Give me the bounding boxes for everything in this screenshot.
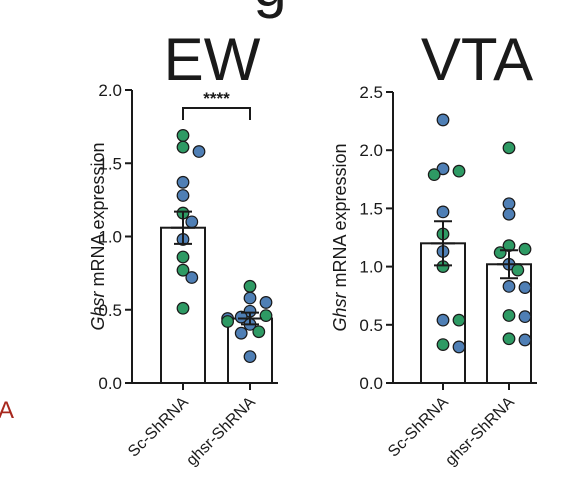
ew-y-label-gene: Ghsr: [88, 291, 108, 331]
ew-significance-bracket: [182, 107, 251, 120]
ew-data-point: [176, 175, 190, 189]
vta-y-tick-label: 0.5: [359, 316, 383, 335]
ew-data-point: [185, 271, 199, 284]
ew-data-point: [176, 250, 190, 264]
vta-y-label-gene: Ghsr: [330, 292, 350, 332]
ew-data-point: [176, 189, 190, 202]
ew-y-tick-label: 0.0: [98, 374, 122, 393]
ew-title: EW: [164, 26, 261, 93]
vta-data-point: [518, 281, 532, 294]
ew-significance-label: ****: [203, 89, 230, 108]
vta-y-tick-label: 0.0: [359, 374, 383, 393]
left-cropped-label: A: [0, 397, 14, 424]
vta-data-point: [502, 207, 516, 221]
vta-data-point: [502, 279, 516, 293]
vta-y-tick-label: 1.0: [359, 258, 383, 277]
vta-y-tick-label: 2.0: [359, 141, 383, 160]
vta-category-label-ghsr-shrna: ghsr-ShRNA: [442, 394, 518, 470]
ew-y-tick-label: 1.0: [98, 228, 122, 247]
ew-data-point: [243, 350, 257, 364]
vta-y-label-text: mRNA expression: [330, 143, 350, 292]
ew-category-label-sc-shrna: Sc-ShRNA: [125, 394, 192, 461]
ew-data-point: [234, 310, 248, 324]
vta-data-point: [502, 141, 516, 155]
vta-y-tick-label: 1.5: [359, 199, 383, 218]
vta-data-point: [518, 333, 532, 347]
ew-y-tick-label: 0.5: [98, 301, 122, 320]
ew-data-point: [185, 215, 199, 229]
ew-data-point: [176, 129, 190, 142]
vta-category-label-sc-shrna: Sc-ShRNA: [385, 394, 452, 461]
ew-y-tick-label: 2.0: [98, 81, 122, 100]
vta-data-point: [452, 313, 466, 327]
vta-data-point: [436, 162, 450, 176]
ew-data-point: [243, 291, 257, 305]
vta-data-point: [518, 242, 532, 256]
ew-data-point: [176, 140, 190, 154]
vta-y-axis-label: Ghsr mRNA expression: [330, 143, 350, 331]
ew-data-point: [234, 326, 248, 340]
top-cropped-text: g: [253, 0, 286, 19]
vta-data-point: [427, 168, 441, 182]
ew-data-point: [192, 145, 206, 158]
ew-data-point: [259, 296, 273, 309]
ew-data-point: [243, 279, 257, 293]
ew-data-point: [259, 309, 273, 323]
vta-data-point: [436, 313, 450, 327]
vta-data-point: [436, 338, 450, 351]
ew-data-point: [252, 325, 266, 339]
ew-category-label-ghsr-shrna: ghsr-ShRNA: [183, 394, 259, 470]
vta-data-point: [452, 340, 466, 354]
ew-data-point: [221, 315, 235, 328]
ew-y-axis-label: Ghsr mRNA expression: [88, 142, 108, 330]
vta-y-tick-label: 2.5: [359, 83, 383, 102]
vta-data-point: [502, 309, 516, 322]
vta-title: VTA: [421, 26, 533, 93]
ew-data-point: [176, 263, 190, 277]
vta-data-point: [518, 310, 532, 324]
vta-data-point: [436, 113, 450, 127]
vta-data-point: [511, 263, 525, 277]
vta-data-point: [452, 164, 466, 178]
vta-data-point: [436, 205, 450, 219]
ew-y-tick-label: 1.5: [98, 154, 122, 173]
vta-data-point: [502, 332, 516, 346]
vta-data-point: [502, 197, 516, 211]
ew-y-label-text: mRNA expression: [88, 142, 108, 291]
vta-data-point: [493, 246, 507, 260]
ew-data-point: [176, 301, 190, 315]
